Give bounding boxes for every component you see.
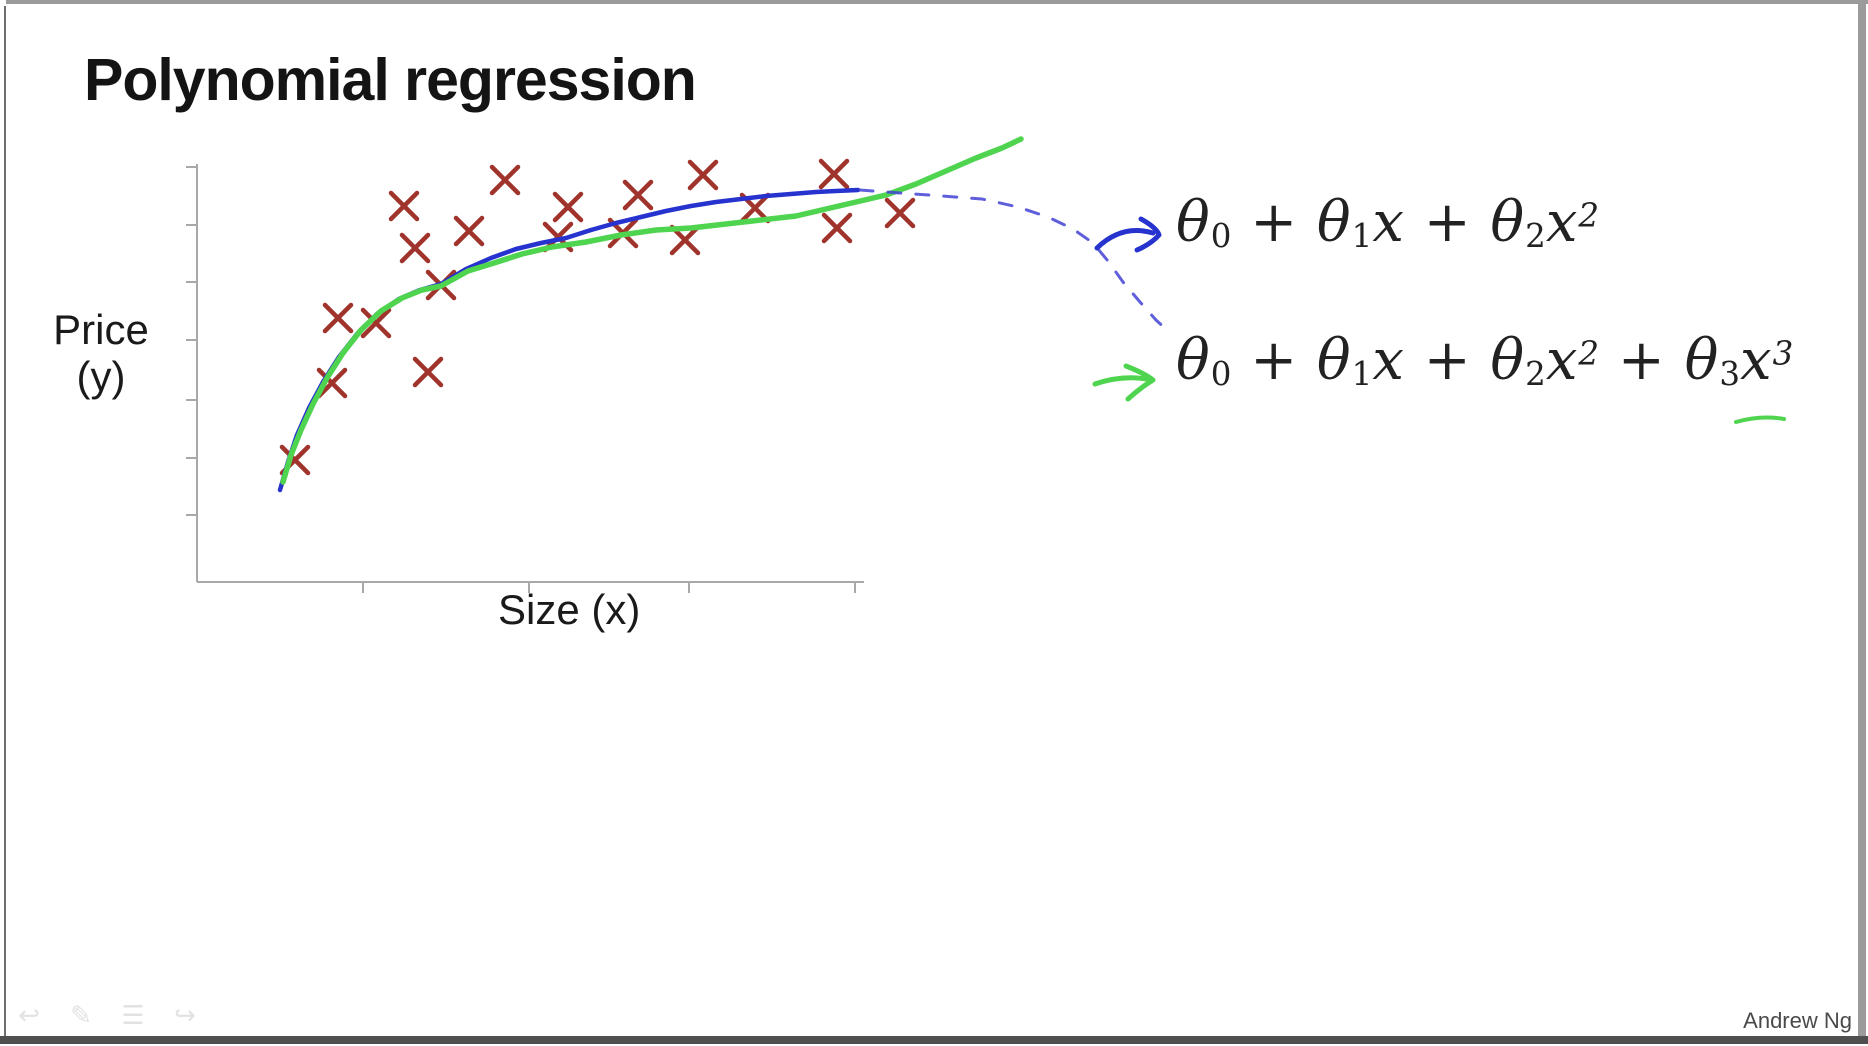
y-axis-label: Price (y): [36, 306, 166, 400]
blue-arrow-to-quadratic: [1094, 216, 1162, 253]
cubic-fit-curve: [280, 136, 1024, 485]
menu-lines-icon[interactable]: ☰: [121, 999, 145, 1030]
annotation-toolbar: ↩ ✎ ☰ ↪: [14, 998, 200, 1032]
y-axis-label-line1: Price: [53, 306, 149, 353]
data-point-marker: [821, 212, 853, 244]
data-point-marker: [622, 179, 654, 211]
author-credit: Andrew Ng: [1743, 1008, 1852, 1033]
green-arrow-to-cubic: [1092, 363, 1156, 402]
redo-arrow-icon[interactable]: ↪: [174, 999, 196, 1030]
cubic-term-underline: [1734, 415, 1786, 424]
slide-title: Polynomial regression: [84, 47, 697, 113]
frame-border-top: [6, 0, 1868, 4]
frame-border-left: [4, 6, 6, 1038]
pen-icon[interactable]: ✎: [70, 999, 92, 1030]
y-axis-label-line2: (y): [76, 353, 126, 401]
data-point-marker: [399, 232, 431, 264]
quadratic-fit-curve: [277, 187, 861, 493]
frame-border-bottom: [0, 1036, 1868, 1044]
data-point-marker: [818, 158, 850, 190]
dashed-pointer-path: [858, 188, 1172, 335]
quadratic-equation: θ0 + θ1x + θ2x2: [1176, 190, 1600, 256]
data-point-marker: [316, 367, 348, 399]
data-point-marker: [412, 356, 444, 388]
data-point-marker: [360, 307, 392, 339]
frame-border-right: [1858, 0, 1866, 1040]
data-point-marker: [884, 197, 916, 229]
cubic-equation: θ0 + θ1x + θ2x2 + θ3x3: [1176, 328, 1794, 394]
data-point-marker: [552, 191, 584, 223]
x-axis-label: Size (x): [498, 586, 641, 633]
data-point-marker: [453, 215, 485, 247]
data-point-marker: [489, 164, 521, 196]
data-point-marker: [687, 159, 719, 191]
data-point-marker: [388, 190, 420, 222]
undo-arrow-icon[interactable]: ↩: [18, 999, 40, 1030]
data-point-marker: [322, 302, 354, 334]
